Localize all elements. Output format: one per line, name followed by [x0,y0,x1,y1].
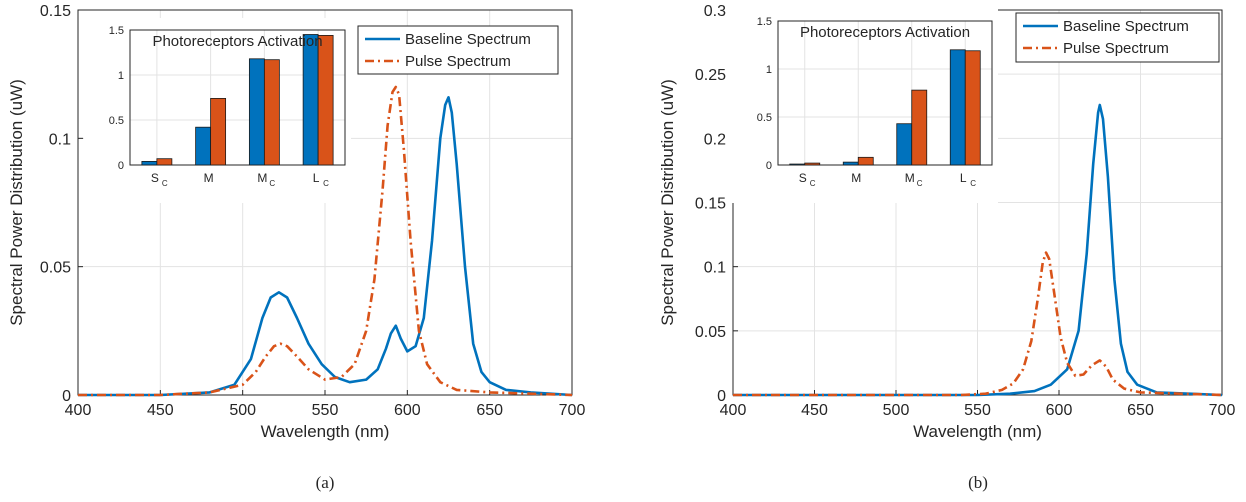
inset-category-label: M [905,171,915,185]
series-line-pulse [78,85,573,397]
y-tick-label: 0 [717,388,726,405]
inset-frame [129,29,346,166]
x-tick-label: 650 [1127,402,1154,419]
y-tick-label: 0.15 [40,3,71,20]
inset-bar-baseline [896,123,913,166]
inset-bar-baseline [789,163,806,166]
inset-category-subscript: C [810,179,816,188]
inset-bar-pulse [156,158,173,166]
inset-category-label: L [960,171,967,185]
inset-bar-baseline [141,160,158,166]
x-tick-label: 550 [964,402,991,419]
inset-frame [777,20,993,166]
series-line-baseline [78,96,573,397]
inset-bar-baseline [248,58,265,166]
inset-category-label: M [851,171,861,185]
x-tick-label: 450 [801,402,828,419]
inset-y-tick-label: 0 [766,160,772,172]
inset-y-tick-label: 0.5 [757,112,772,124]
legend-box [1015,12,1220,63]
legend-label: Baseline Spectrum [405,31,531,48]
inset-bar-pulse [911,89,928,166]
inset-category-subscript: C [970,179,976,188]
legend-label: Pulse Spectrum [1063,40,1169,57]
y-tick-label: 0 [62,388,71,405]
y-tick-label: 0.05 [695,324,726,341]
x-tick-label: 500 [883,402,910,419]
inset-title: Photoreceptors Activation [800,24,970,41]
x-axis-label: Wavelength (nm) [261,422,390,441]
inset-category-label: S [799,171,807,185]
x-tick-label: 700 [1209,402,1236,419]
inset-category-subscript: C [917,179,923,188]
y-tick-label: 0.05 [40,260,71,277]
inset-category-label: M [204,171,214,185]
x-tick-label: 400 [65,402,92,419]
inset-bar-pulse [804,162,821,166]
inset-bar-pulse [210,98,227,166]
inset-bar-pulse [857,156,874,166]
series-line-baseline [733,103,1223,397]
x-tick-label: 500 [229,402,256,419]
inset-title: Photoreceptors Activation [152,33,322,50]
inset-bar-baseline [842,161,859,166]
legend-box [357,25,559,75]
inset-bar-pulse [317,35,334,166]
inset-category-subscript: C [323,179,329,188]
inset-category-subscript: C [162,179,168,188]
x-tick-label: 700 [559,402,586,419]
x-axis-label: Wavelength (nm) [913,422,1042,441]
x-tick-label: 400 [720,402,747,419]
inset-y-tick-label: 0 [118,160,124,172]
legend-label: Baseline Spectrum [1063,18,1189,35]
inset-category-label: S [151,171,159,185]
inset-bar-pulse [964,50,981,166]
inset-bar-baseline [949,49,966,166]
legend-label: Pulse Spectrum [405,53,511,70]
y-tick-label: 0.2 [704,131,726,148]
x-tick-label: 550 [312,402,339,419]
inset-category-label: M [257,171,267,185]
inset-y-tick-label: 1 [118,70,124,82]
inset-y-tick-label: 0.5 [109,115,124,127]
inset-y-tick-label: 1.5 [109,25,124,37]
y-tick-label: 0.25 [695,67,726,84]
inset-category-label: L [313,171,320,185]
y-axis-label: Spectral Power Distribution (uW) [7,79,26,326]
y-tick-label: 0.1 [704,260,726,277]
y-tick-label: 0.1 [49,131,71,148]
inset-y-tick-label: 1 [766,64,772,76]
series-line-pulse [733,251,1223,397]
subfigure-caption: (b) [968,473,988,492]
inset-category-subscript: C [269,179,275,188]
x-tick-label: 600 [394,402,421,419]
inset-bar-baseline [302,34,319,166]
inset-bar-baseline [195,126,212,166]
y-tick-label: 0.3 [704,3,726,20]
y-axis-label: Spectral Power Distribution (uW) [658,79,677,326]
x-tick-label: 650 [476,402,503,419]
inset-bar-pulse [263,59,280,166]
x-tick-label: 450 [147,402,174,419]
y-tick-label: 0.15 [695,196,726,213]
x-tick-label: 600 [1046,402,1073,419]
inset-y-tick-label: 1.5 [757,16,772,28]
subfigure-caption: (a) [316,473,335,492]
